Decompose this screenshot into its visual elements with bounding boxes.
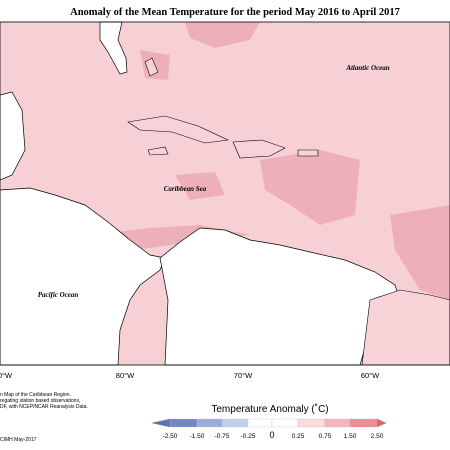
colorbar-tick-label: -0.25 (241, 433, 256, 440)
colorbar-segment (324, 418, 351, 428)
anomaly-patch (175, 172, 225, 200)
colorbar-tick-label: 0.75 (319, 433, 332, 440)
longitude-label: 70°W (234, 371, 253, 380)
longitude-label: 80°W (116, 371, 135, 380)
ocean-label: Caribbean Sea (164, 185, 207, 193)
map-frame (0, 21, 450, 366)
colorbar-tick-label: 2.50 (371, 433, 384, 440)
map-area: Atlantic Ocean Caribbean Sea Pacific Oce… (0, 21, 450, 366)
puerto-rico (297, 149, 319, 157)
hispaniola (232, 139, 286, 159)
bahamas (144, 57, 159, 77)
map-title: Anomaly of the Mean Temperature for the … (70, 7, 400, 18)
colorbar-segment (297, 418, 326, 428)
colorbar-segment (247, 418, 273, 428)
ocean-label: Atlantic Ocean (345, 64, 389, 72)
colorbar-segment (349, 418, 378, 428)
guianas (361, 289, 450, 366)
footnote-line: n Map of the Caribbean Region. (0, 392, 71, 398)
anomaly-patch (185, 22, 260, 48)
colorbar: -2.50 -1.50 -0.75 -0.25 0 0.25 0.75 1.50 2.50 (151, 418, 387, 440)
colorbar-segment (169, 418, 198, 428)
colorbar-tick-label: -0.75 (215, 433, 230, 440)
footnote-credit: CIMH May-2017 (0, 437, 37, 443)
anomaly-patch (390, 205, 450, 300)
anomaly-patch (260, 150, 360, 225)
legend-title: Temperature Anomaly (˚C) (211, 403, 328, 415)
colorbar-segment (271, 418, 299, 428)
colorbar-extension (151, 418, 171, 428)
colorbar-tick-label: 0.25 (292, 433, 305, 440)
colorbar-tick-label: 1.50 (344, 433, 357, 440)
colorbar-segment (221, 418, 249, 428)
longitude-label: 0°W (0, 371, 13, 380)
longitude-label: 60°W (361, 371, 380, 380)
colorbar-tick-label: -2.50 (163, 433, 178, 440)
colorbar-segment (196, 418, 223, 428)
yucatan (0, 91, 26, 181)
colorbar-tick-label: -1.50 (190, 433, 205, 440)
footnote-line: regating station based observations, (0, 398, 80, 404)
colorbar-extension (376, 418, 387, 428)
jamaica (147, 146, 169, 156)
ocean-label: Pacific Ocean (38, 291, 79, 299)
colorbar-tick-label: 0 (269, 430, 274, 440)
cuba (127, 115, 230, 144)
footnote-line: DF, with NCEP/NCAR Reanalysis Data. (0, 404, 88, 410)
florida (99, 21, 128, 75)
